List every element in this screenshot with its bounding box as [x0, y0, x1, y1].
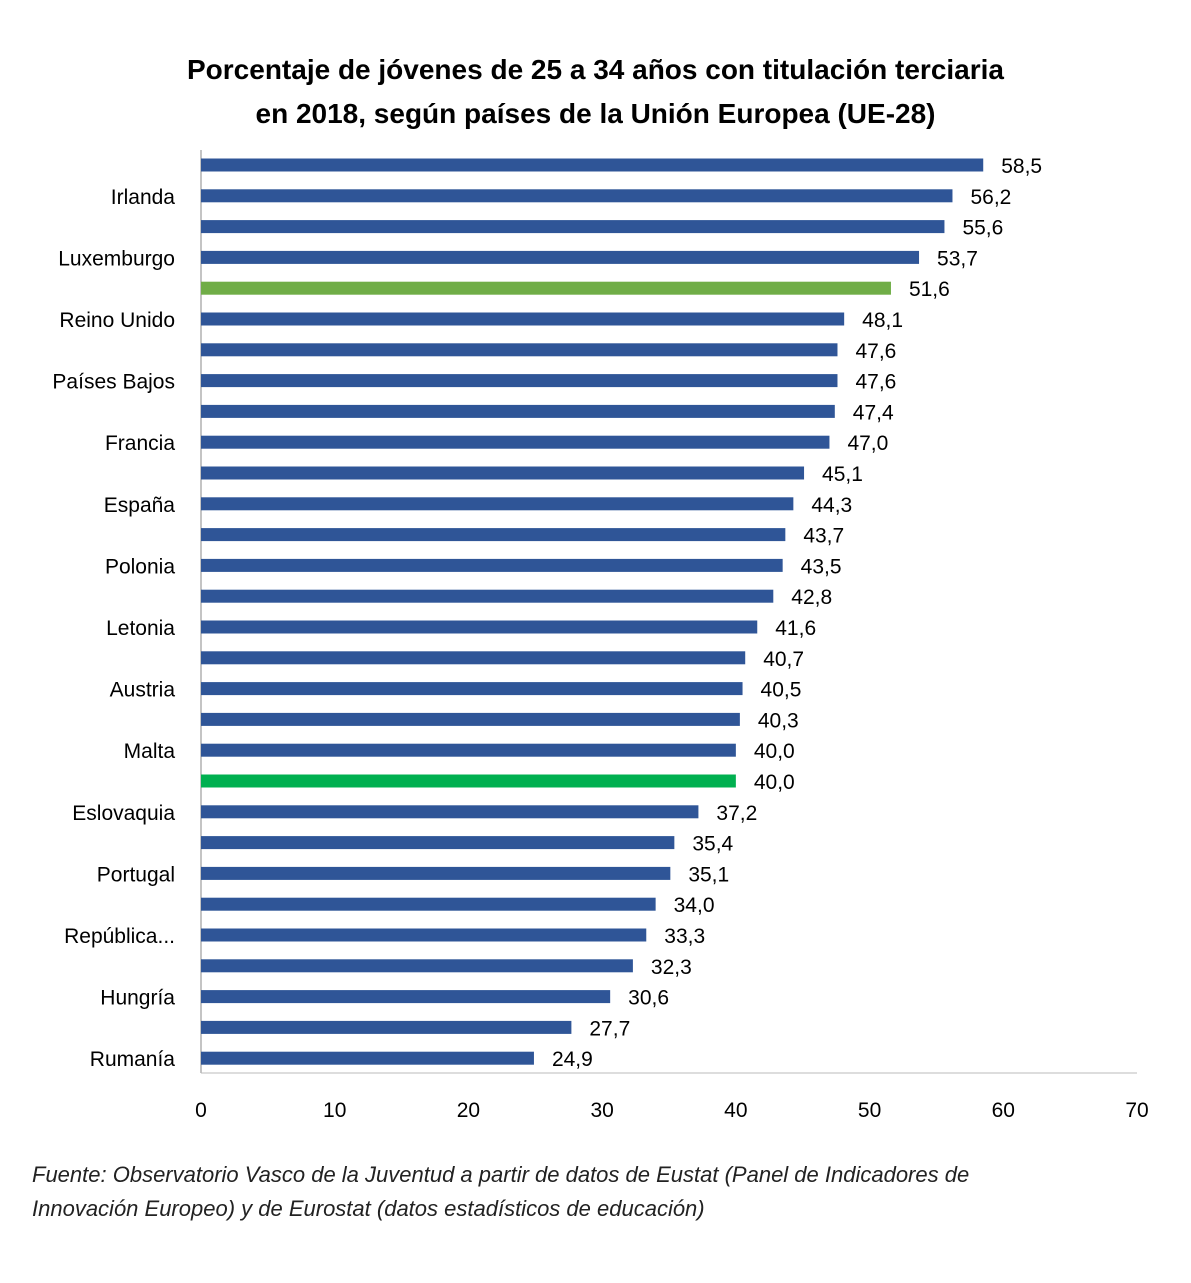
data-label: 58,5 — [1001, 155, 1042, 178]
data-label: 40,5 — [761, 679, 802, 702]
data-label: 45,1 — [822, 463, 863, 486]
data-label: 56,2 — [970, 186, 1011, 209]
bar — [201, 404, 835, 418]
data-label: 33,3 — [664, 925, 705, 948]
data-label: 43,7 — [803, 525, 844, 548]
data-label: 37,2 — [716, 802, 757, 825]
bar — [201, 836, 675, 850]
x-tick-label: 70 — [1125, 1099, 1148, 1122]
bar — [201, 712, 740, 726]
bar — [201, 651, 746, 665]
category-label: España — [104, 494, 176, 517]
x-tick-label: 20 — [457, 1099, 480, 1122]
category-label: Hungría — [100, 987, 175, 1010]
category-label: Irlanda — [111, 186, 176, 209]
bar — [201, 620, 758, 634]
data-label: 24,9 — [552, 1048, 593, 1071]
data-label: 43,5 — [801, 555, 842, 578]
bar — [201, 250, 920, 264]
bar — [201, 774, 736, 788]
category-label: República... — [64, 925, 175, 948]
bar — [201, 312, 845, 326]
x-tick-label: 10 — [323, 1099, 346, 1122]
bar — [201, 682, 743, 696]
category-label: Portugal — [97, 863, 175, 886]
x-tick-label: 40 — [724, 1099, 747, 1122]
x-tick-label: 50 — [858, 1099, 881, 1122]
data-label: 51,6 — [909, 278, 950, 301]
data-label: 47,4 — [853, 401, 894, 424]
bar — [201, 343, 838, 357]
chart-title: Porcentaje de jóvenes de 25 a 34 años co… — [0, 48, 1191, 136]
data-label: 47,6 — [855, 340, 896, 363]
chart-title-line-1: Porcentaje de jóvenes de 25 a 34 años co… — [187, 54, 1004, 85]
data-label: 42,8 — [791, 586, 832, 609]
bar — [201, 589, 774, 603]
category-label: Eslovaquia — [72, 802, 175, 825]
bar — [201, 743, 736, 757]
data-label: 53,7 — [937, 247, 978, 270]
bar — [201, 1020, 572, 1034]
bar — [201, 1051, 534, 1065]
data-label: 40,0 — [754, 740, 795, 763]
data-label: 35,1 — [688, 863, 729, 886]
data-label: 27,7 — [589, 1017, 630, 1040]
footnote: Fuente: Observatorio Vasco de la Juventu… — [32, 1158, 969, 1226]
footnote-line-2: Innovación Europeo) y de Eurostat (datos… — [32, 1196, 705, 1221]
bar — [201, 374, 838, 388]
bar — [201, 959, 633, 973]
data-label: 44,3 — [811, 494, 852, 517]
bar — [201, 435, 830, 449]
footnote-line-1: Fuente: Observatorio Vasco de la Juventu… — [32, 1162, 970, 1187]
data-label: 55,6 — [962, 217, 1003, 240]
data-label: 35,4 — [692, 833, 733, 856]
category-label: Luxemburgo — [58, 247, 175, 270]
data-label: 47,0 — [847, 432, 888, 455]
category-label: Reino Unido — [59, 309, 175, 332]
data-label: 48,1 — [862, 309, 903, 332]
category-label: Malta — [124, 740, 176, 763]
data-label: 47,6 — [855, 371, 896, 394]
data-label: 40,0 — [754, 771, 795, 794]
bar — [201, 158, 984, 172]
bar — [201, 928, 647, 942]
bar — [201, 528, 786, 542]
category-label: Polonia — [105, 555, 175, 578]
x-tick-label: 60 — [992, 1099, 1015, 1122]
x-tick-label: 30 — [590, 1099, 613, 1122]
data-label: 34,0 — [674, 894, 715, 917]
x-tick-label: 0 — [195, 1099, 207, 1122]
category-label: Letonia — [106, 617, 175, 640]
chart-title-line-2: en 2018, según países de la Unión Europe… — [255, 98, 936, 129]
bar — [201, 189, 953, 203]
bar — [201, 990, 611, 1004]
data-label: 40,7 — [763, 648, 804, 671]
category-label: Austria — [110, 679, 176, 702]
bar — [201, 866, 671, 880]
data-label: 30,6 — [628, 987, 669, 1010]
bar — [201, 497, 794, 511]
bar — [201, 897, 656, 911]
bar — [201, 805, 699, 819]
bar — [201, 281, 891, 295]
bar — [201, 466, 805, 480]
data-label: 41,6 — [775, 617, 816, 640]
bar — [201, 558, 783, 572]
category-label: Rumanía — [90, 1048, 176, 1071]
category-label: Países Bajos — [52, 371, 175, 394]
category-label: Francia — [105, 432, 175, 455]
bar — [201, 220, 945, 234]
data-label: 40,3 — [758, 709, 799, 732]
data-label: 32,3 — [651, 956, 692, 979]
